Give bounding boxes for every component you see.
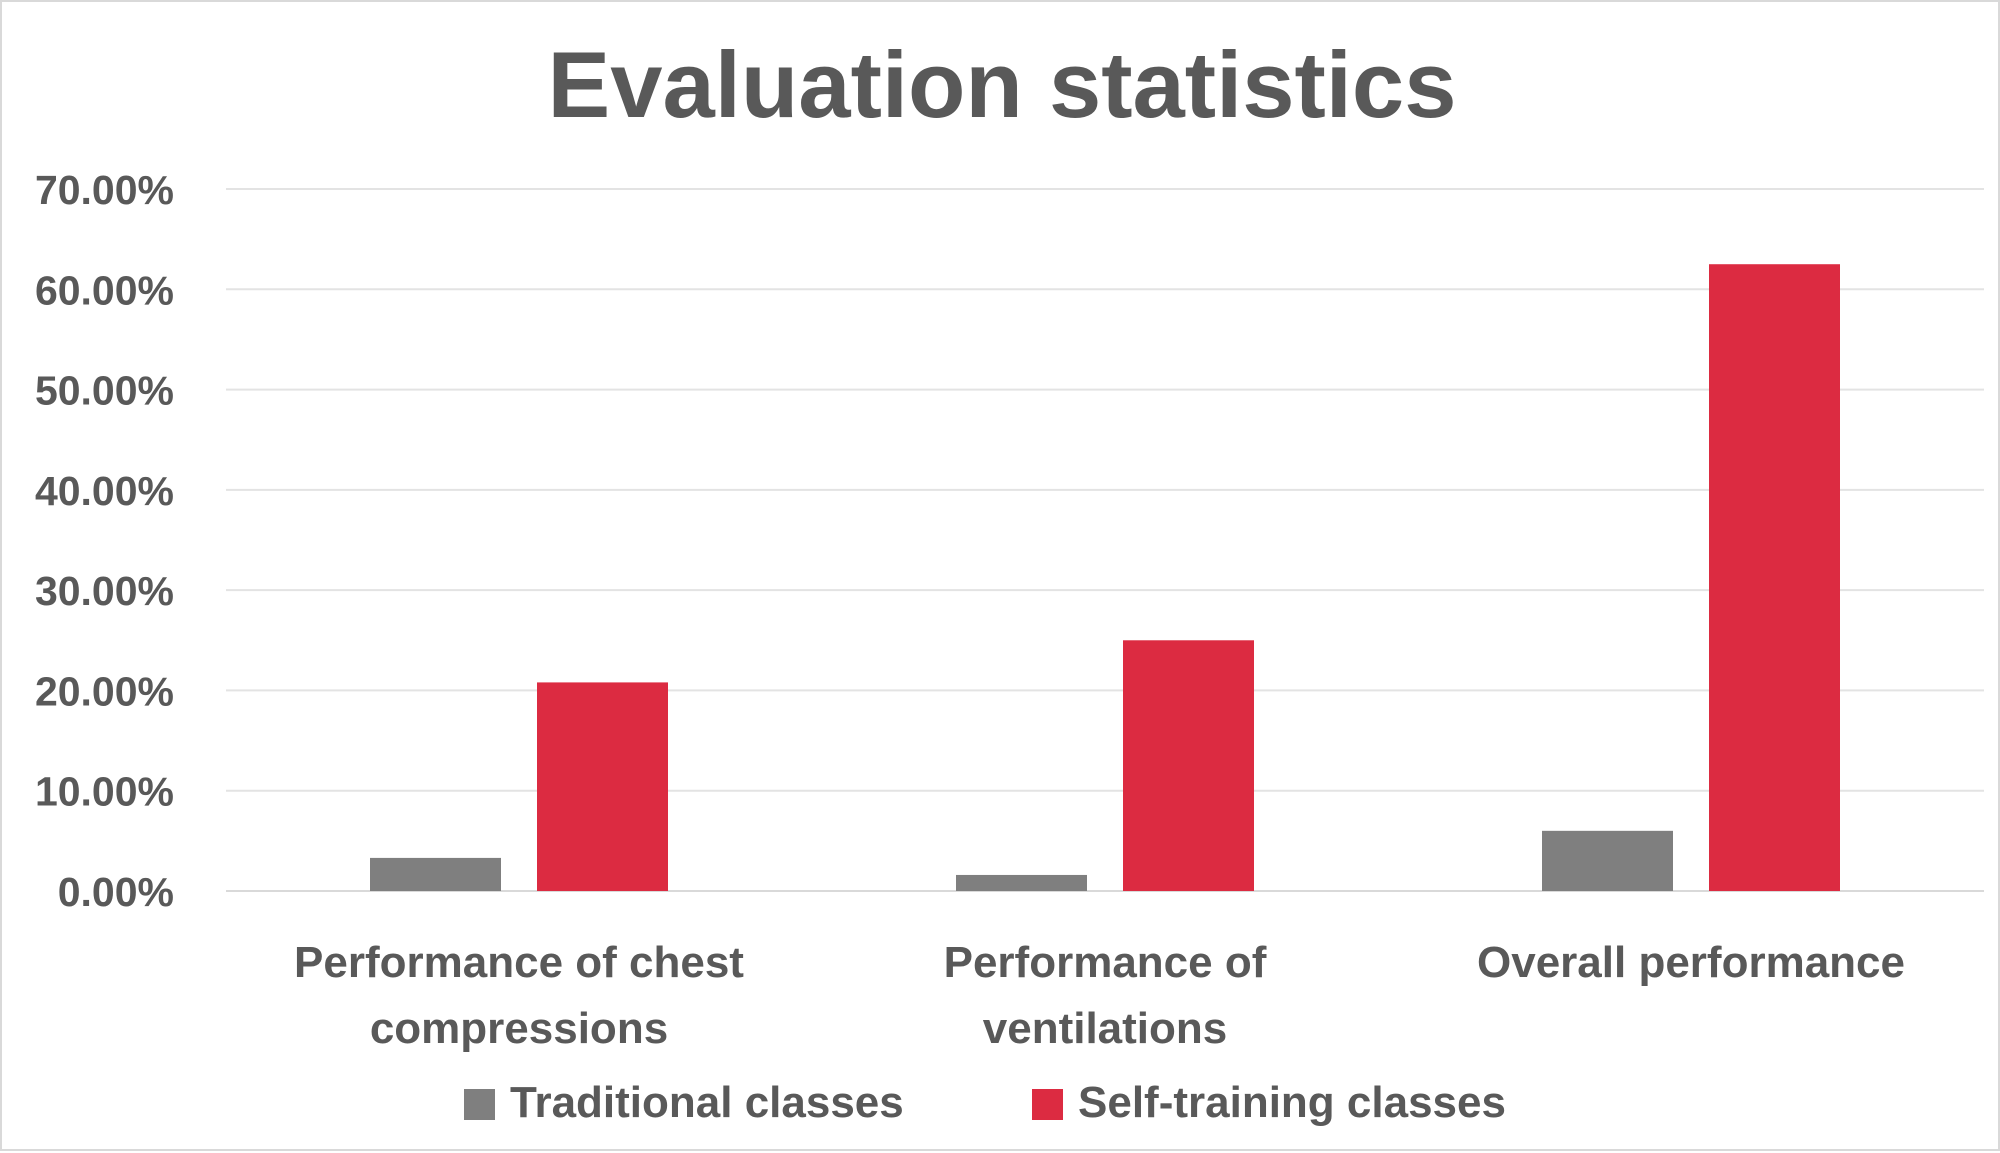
bar-self-training-0 xyxy=(537,682,668,891)
bar-traditional-0 xyxy=(370,857,501,891)
bar-traditional-2 xyxy=(1542,830,1673,891)
bar-traditional-1 xyxy=(956,874,1087,891)
bar-self-training-2 xyxy=(1709,264,1840,891)
y-tick-label: 40.00% xyxy=(35,468,174,514)
legend-label-traditional: Traditional classes xyxy=(510,1078,904,1127)
y-tick-label: 60.00% xyxy=(35,267,174,313)
y-tick-label: 20.00% xyxy=(35,668,174,714)
x-tick-label: compressions xyxy=(370,1004,668,1053)
legend-swatch-self-training xyxy=(1032,1089,1063,1120)
x-tick-label: Overall performance xyxy=(1477,938,1905,987)
chart-title: Evaluation statistics xyxy=(548,32,1457,137)
y-tick-label: 50.00% xyxy=(35,368,174,414)
y-tick-label: 0.00% xyxy=(58,869,174,915)
legend: Traditional classes Self-training classes xyxy=(464,1078,1506,1127)
y-tick-label: 70.00% xyxy=(35,167,174,213)
legend-swatch-traditional xyxy=(464,1089,495,1120)
bar-self-training-1 xyxy=(1123,640,1254,891)
legend-label-self-training: Self-training classes xyxy=(1078,1078,1506,1127)
y-axis-ticks: 0.00% 10.00% 20.00% 30.00% 40.00% 50.00% 60.00… xyxy=(35,167,174,915)
y-tick-label: 30.00% xyxy=(35,568,174,614)
x-tick-label: Performance of chest xyxy=(294,938,744,987)
y-tick-label: 10.00% xyxy=(35,769,174,815)
x-tick-label: Performance of xyxy=(944,938,1267,987)
x-tick-label: ventilations xyxy=(983,1004,1228,1053)
bars xyxy=(370,264,1840,891)
gridlines xyxy=(226,188,1984,892)
x-axis-labels: Performance of chest compressions Performa… xyxy=(294,938,1905,1053)
